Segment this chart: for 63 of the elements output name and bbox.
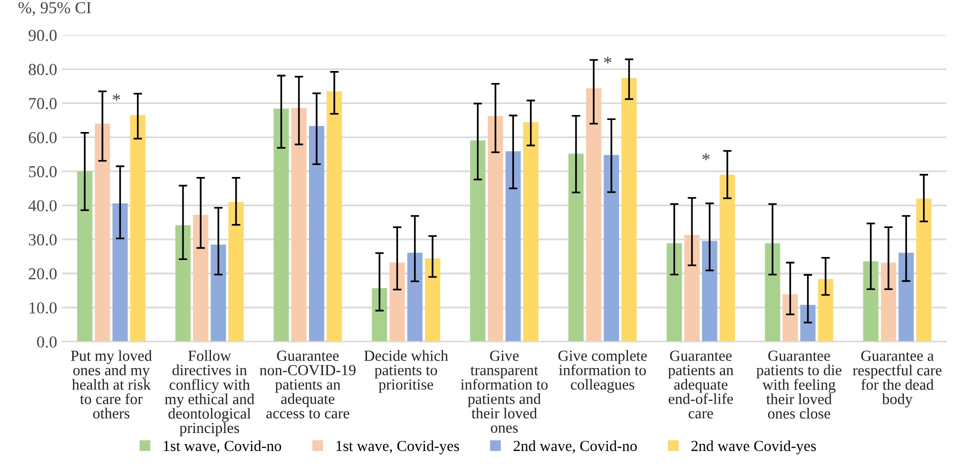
bar [764, 243, 780, 342]
bar [326, 91, 342, 342]
bar [880, 262, 896, 342]
bar [193, 214, 208, 342]
bar [130, 115, 146, 342]
bar [604, 154, 620, 342]
x-tick-label: Guarantee patients an adequate end-of-life care [668, 350, 734, 418]
bar [210, 244, 226, 342]
y-tick-label: 20.0 [28, 268, 57, 280]
y-tick-label: 70.0 [29, 98, 57, 110]
bar [863, 261, 878, 342]
bar [666, 243, 682, 342]
x-tick-label: Guarantee patients to die with feeling their loved ones close [756, 350, 842, 419]
bar [291, 108, 307, 342]
bar [112, 203, 128, 342]
annotation: * [604, 56, 612, 64]
bar [488, 116, 504, 342]
annotation: * [112, 94, 120, 101]
bar [800, 304, 816, 342]
bar [684, 235, 700, 342]
y-tick-label: 30.0 [28, 234, 57, 246]
y-tick-label: 10.0 [30, 302, 57, 314]
bar [390, 262, 405, 342]
bar [506, 151, 521, 342]
x-tick-label: Give complete information to colleagues [558, 350, 647, 393]
bar [916, 198, 932, 342]
x-tick-label: Put my loved ones and my health at risk to care for others [70, 350, 152, 419]
bar [407, 252, 422, 342]
bar [77, 171, 92, 342]
y-tick-label: 80.0 [28, 64, 57, 76]
y-tick-label: 0.0 [37, 336, 57, 348]
x-tick-label: Decide which patients to prioritise [364, 350, 448, 393]
x-tick-label: Guarantee a respectful care for the dead body [852, 350, 942, 408]
legend-label: 1st wave, Covid-yes [336, 440, 459, 454]
bar [818, 278, 834, 342]
bar [782, 294, 798, 342]
bar [702, 240, 718, 342]
x-tick-label: Guarantee non-COVID-19 patients an adequate access to care [260, 350, 356, 418]
y-tick-label: 60.0 [28, 132, 57, 144]
bar [568, 154, 584, 342]
legend-label: 2nd wave Covid-yes [691, 440, 816, 454]
bar [228, 202, 244, 342]
bar [720, 174, 735, 342]
legend-label: 1st wave, Covid-no [164, 440, 282, 454]
annotation: * [702, 154, 710, 160]
x-tick-label: Follow directives in conflicy with my ethical and deontological principles [164, 350, 254, 436]
y-tick-label: 50.0 [29, 166, 57, 178]
x-tick-label: Give transparent information to patients and their loved ones [460, 350, 548, 433]
bar [175, 225, 191, 342]
bar [898, 252, 914, 342]
bar [586, 88, 602, 342]
bar [470, 140, 486, 342]
bar [523, 122, 538, 342]
bar [309, 126, 324, 342]
bar [94, 124, 110, 342]
y-tick-label: 40.0 [28, 200, 57, 212]
bar [372, 288, 388, 342]
y-axis-title: %, 95% CI [18, 2, 91, 16]
bar [274, 108, 289, 342]
y-tick-label: 90.0 [28, 30, 57, 42]
bar [621, 78, 637, 342]
legend-label: 2nd wave, Covid-no [514, 440, 637, 454]
bar [424, 258, 440, 342]
